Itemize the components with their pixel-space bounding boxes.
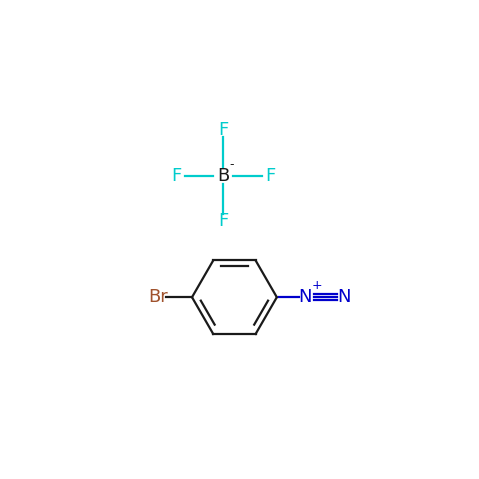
- Text: F: F: [265, 167, 275, 184]
- Text: N: N: [337, 288, 351, 306]
- Text: +: +: [311, 279, 322, 292]
- Text: N: N: [298, 288, 311, 306]
- Text: F: F: [218, 121, 228, 139]
- Text: F: F: [171, 167, 182, 184]
- Text: Br: Br: [148, 288, 168, 306]
- Text: F: F: [218, 212, 228, 230]
- Text: -: -: [229, 158, 234, 171]
- Text: B: B: [217, 167, 229, 184]
